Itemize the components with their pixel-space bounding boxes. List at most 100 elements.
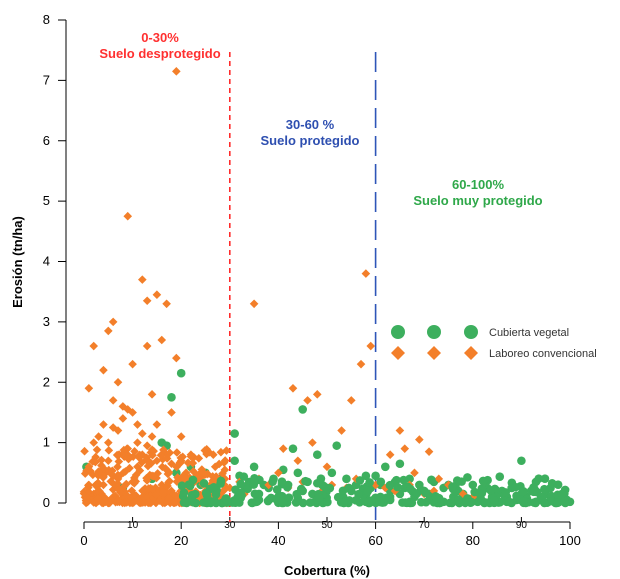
data-point <box>93 478 103 488</box>
x-minor-tick-label: 70 <box>419 520 431 531</box>
data-point <box>127 486 137 495</box>
data-point <box>108 423 118 432</box>
data-point <box>142 341 152 351</box>
data-point <box>230 456 239 466</box>
data-point <box>199 478 209 488</box>
data-point <box>239 472 249 481</box>
data-point <box>138 486 148 496</box>
y-tick-label: 5 <box>43 193 50 208</box>
data-point <box>108 485 118 494</box>
data-point <box>172 353 181 363</box>
data-point <box>540 484 549 494</box>
data-point <box>278 497 288 507</box>
data-point <box>83 483 93 492</box>
y-tick-label: 4 <box>43 254 50 269</box>
data-point <box>342 474 351 484</box>
data-point <box>268 477 277 486</box>
data-point <box>144 484 153 493</box>
data-point <box>172 448 182 457</box>
data-point <box>293 456 303 466</box>
data-point <box>194 454 204 463</box>
data-point <box>130 447 139 456</box>
data-point <box>424 447 434 456</box>
data-point <box>337 426 346 435</box>
data-point <box>149 471 158 481</box>
data-point <box>135 466 145 475</box>
data-point <box>322 462 332 472</box>
data-point <box>148 495 157 504</box>
data-point <box>108 396 118 405</box>
legend-marker <box>427 325 441 339</box>
data-point <box>142 441 152 450</box>
data-point <box>201 488 211 498</box>
x-tick-label: 40 <box>271 533 285 548</box>
data-point <box>250 489 260 499</box>
data-point <box>129 498 138 507</box>
data-point <box>99 480 108 490</box>
data-point <box>316 474 326 483</box>
data-point <box>250 475 259 485</box>
data-point <box>393 482 402 492</box>
data-point <box>371 471 380 481</box>
data-point <box>93 487 102 496</box>
data-point <box>145 470 155 480</box>
threshold-lines <box>229 52 377 522</box>
data-point <box>152 456 162 466</box>
data-point <box>200 446 210 455</box>
data-point <box>468 492 478 502</box>
data-point <box>303 396 312 405</box>
data-point <box>118 402 128 411</box>
data-point <box>84 383 94 393</box>
data-point <box>288 444 298 453</box>
data-point <box>153 469 162 478</box>
data-point <box>540 498 549 508</box>
data-point <box>249 299 259 309</box>
data-point <box>192 470 201 480</box>
data-point <box>481 498 490 507</box>
data-point <box>183 458 193 468</box>
data-point <box>385 480 395 490</box>
data-point <box>113 462 122 472</box>
data-point <box>214 459 224 469</box>
data-point <box>120 498 130 508</box>
data-point <box>161 464 170 473</box>
data-point <box>361 269 371 278</box>
data-point <box>495 472 505 482</box>
data-point <box>162 299 171 309</box>
data-point <box>540 474 550 483</box>
data-point <box>134 453 144 462</box>
x-tick-label: 60 <box>368 533 382 548</box>
legend: Cubierta vegetal Laboreo convencional <box>391 325 597 360</box>
data-point <box>410 468 419 478</box>
data-point <box>468 480 478 490</box>
data-point <box>211 472 221 481</box>
data-point <box>179 488 189 497</box>
data-point <box>177 481 187 491</box>
data-point <box>231 498 240 508</box>
data-point <box>123 211 133 221</box>
data-point <box>363 486 373 496</box>
data-point <box>272 485 282 494</box>
data-point <box>339 498 348 508</box>
data-point <box>164 478 173 487</box>
data-point <box>402 498 412 508</box>
data-point <box>130 473 139 483</box>
data-point <box>106 469 116 479</box>
zone-annotation-label: Suelo muy protegido <box>413 193 542 208</box>
data-point <box>142 453 151 462</box>
data-point <box>219 486 229 495</box>
x-tick-label: 0 <box>80 533 87 548</box>
data-point <box>99 420 108 429</box>
data-point <box>113 377 123 387</box>
data-point <box>531 498 540 508</box>
legend-label: Laboreo convencional <box>489 348 597 360</box>
data-point <box>452 476 462 485</box>
data-point <box>201 470 211 479</box>
data-point <box>162 497 171 507</box>
data-point <box>167 393 176 402</box>
data-point <box>178 452 187 462</box>
data-point <box>119 445 129 455</box>
data-point <box>159 445 168 455</box>
data-point <box>152 290 162 300</box>
